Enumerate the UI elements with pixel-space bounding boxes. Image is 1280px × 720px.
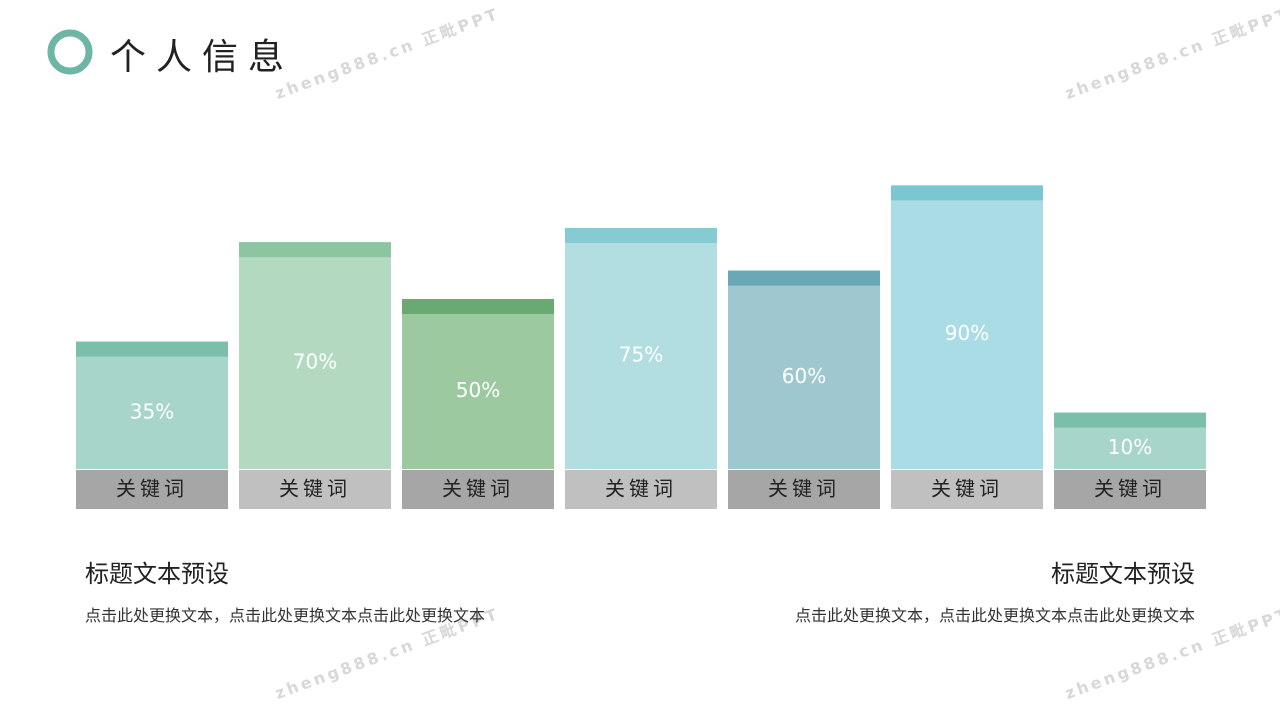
block-heading: 标题文本预设: [1051, 560, 1195, 588]
block-body: 点击此处更换文本，点击此处更换文本点击此处更换文本: [794, 606, 1195, 625]
bar-cap: [239, 242, 391, 258]
value-label: 60%: [782, 364, 826, 388]
block-body: 点击此处更换文本，点击此处更换文本点击此处更换文本: [85, 606, 486, 625]
bar: [76, 341, 228, 469]
category-box: [239, 470, 391, 509]
category-label: 关键词: [768, 477, 840, 501]
bar-cap: [76, 341, 228, 357]
text-block: 标题文本预设 点击此处更换文本，点击此处更换文本点击此处更换文本: [775, 554, 1195, 629]
category-label: 关键词: [116, 477, 188, 501]
value-label: 70%: [293, 350, 337, 374]
bar-cap: [402, 299, 554, 314]
category-label: 关键词: [605, 477, 677, 501]
value-label: 75%: [619, 343, 663, 367]
category-label: 关键词: [931, 477, 1003, 501]
bar: [891, 185, 1043, 469]
bar-cap: [565, 228, 717, 243]
text-block: 标题文本预设 点击此处更换文本，点击此处更换文本点击此处更换文本: [85, 554, 505, 629]
bar: [239, 242, 391, 469]
value-label: 35%: [130, 399, 174, 423]
bar-cap: [891, 185, 1043, 201]
bar: [402, 299, 554, 469]
title-icon: [47, 29, 93, 75]
value-label: 90%: [945, 321, 989, 345]
category-label: 关键词: [442, 477, 514, 501]
block-heading: 标题文本预设: [85, 560, 229, 588]
value-label: 50%: [456, 378, 500, 402]
bar: [728, 270, 880, 469]
category-box: [565, 470, 717, 509]
category-label: 关键词: [279, 477, 351, 501]
bar-cap: [728, 270, 880, 286]
category-box: [1054, 470, 1206, 509]
category-box: [402, 470, 554, 509]
category-label: 关键词: [1094, 477, 1166, 501]
bar-cap: [1054, 412, 1206, 428]
bar: [565, 228, 717, 469]
slide-title: 个人信息: [110, 37, 295, 78]
category-box: [728, 470, 880, 509]
category-box: [76, 470, 228, 509]
category-box: [891, 470, 1043, 509]
value-label: 10%: [1108, 435, 1152, 459]
